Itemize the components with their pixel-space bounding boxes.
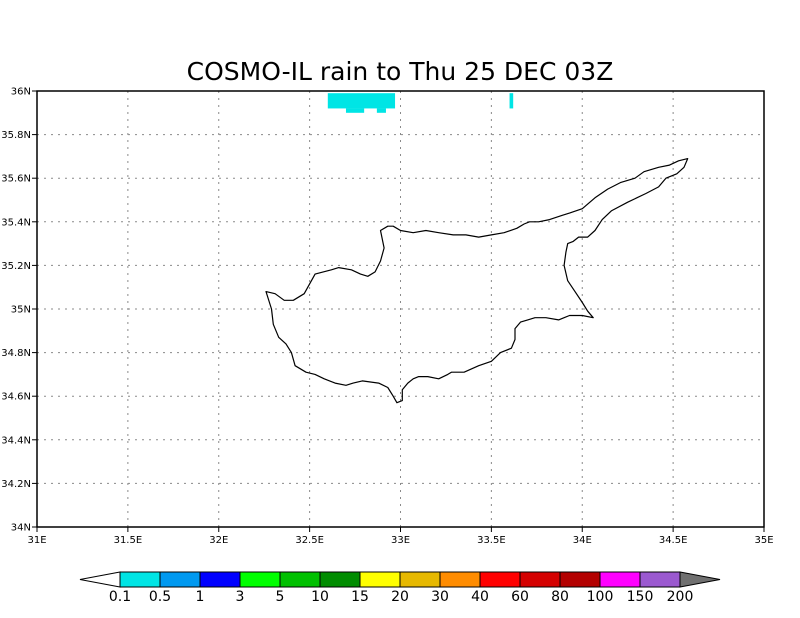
colorbar-swatch [319, 571, 361, 588]
cyprus-coastline [265, 158, 689, 404]
colorbar-swatch [159, 571, 201, 588]
colorbar-label: 5 [276, 589, 285, 605]
colorbar-label: 15 [351, 589, 369, 605]
colorbar-label: 0.1 [109, 589, 131, 605]
x-tick-label: 33.5E [477, 535, 506, 546]
colorbar-label: 30 [431, 589, 449, 605]
colorbar-label: 100 [587, 589, 614, 605]
colorbar-label: 1 [196, 589, 205, 605]
colorbar-swatch [439, 571, 481, 588]
x-tick-label: 34E [573, 535, 592, 546]
x-tick-label: 33E [391, 535, 410, 546]
y-tick-label: 34N [11, 523, 31, 534]
y-tick-label: 34.6N [1, 392, 31, 403]
x-tick-label: 35E [754, 535, 773, 546]
y-tick-label: 34.2N [1, 479, 31, 490]
y-tick-label: 35.6N [1, 174, 31, 185]
colorbar-swatch [119, 571, 161, 588]
colorbar-under-arrow [79, 571, 121, 588]
y-tick-label: 35.4N [1, 217, 31, 228]
colorbar: 0.1 0.5 1 3 5 10 15 20 30 40 60 80 100 150 200 [79, 571, 721, 605]
colorbar-swatch [479, 571, 521, 588]
x-tick-label: 34.5E [659, 535, 688, 546]
colorbar-swatch [639, 571, 681, 588]
y-tick-label: 35.8N [1, 130, 31, 141]
colorbar-label: 80 [551, 589, 569, 605]
colorbar-label: 200 [667, 589, 694, 605]
rain-cell [345, 108, 365, 113]
colorbar-swatch [199, 571, 241, 588]
rain-field [327, 93, 514, 113]
y-tick-label: 34.8N [1, 348, 31, 359]
colorbar-swatch [279, 571, 321, 588]
rain-cell [376, 108, 386, 113]
x-tick-label: 31.5E [114, 535, 143, 546]
colorbar-label: 40 [471, 589, 489, 605]
colorbar-swatch [599, 571, 641, 588]
colorbar-swatch [559, 571, 601, 588]
colorbar-swatch [359, 571, 401, 588]
map-title: COSMO-IL rain to Thu 25 DEC 03Z [187, 57, 614, 86]
rain-cell [327, 93, 396, 109]
y-tick-label: 35N [11, 305, 31, 316]
y-tick-label: 36N [11, 87, 31, 98]
colorbar-label: 150 [627, 589, 654, 605]
x-axis-ticks: 31E 31.5E 32E 32.5E 33E 33.5E 34E 34.5E 35E [27, 527, 774, 546]
x-tick-label: 32.5E [295, 535, 324, 546]
rain-cell [509, 93, 514, 109]
colorbar-label: 20 [391, 589, 409, 605]
x-tick-label: 31E [27, 535, 46, 546]
colorbar-swatch [399, 571, 441, 588]
y-tick-label: 34.4N [1, 435, 31, 446]
colorbar-swatch [519, 571, 561, 588]
colorbar-over-arrow [679, 571, 721, 588]
y-axis-ticks: 34N 34.2N 34.4N 34.6N 34.8N 35N 35.2N 35.4N 35.6… [1, 87, 37, 534]
colorbar-label: 0.5 [149, 589, 171, 605]
colorbar-label: 60 [511, 589, 529, 605]
colorbar-label: 10 [311, 589, 329, 605]
x-tick-label: 32E [209, 535, 228, 546]
grid-lines [37, 91, 764, 527]
colorbar-label: 3 [236, 589, 245, 605]
colorbar-swatch [239, 571, 281, 588]
y-tick-label: 35.2N [1, 261, 31, 272]
